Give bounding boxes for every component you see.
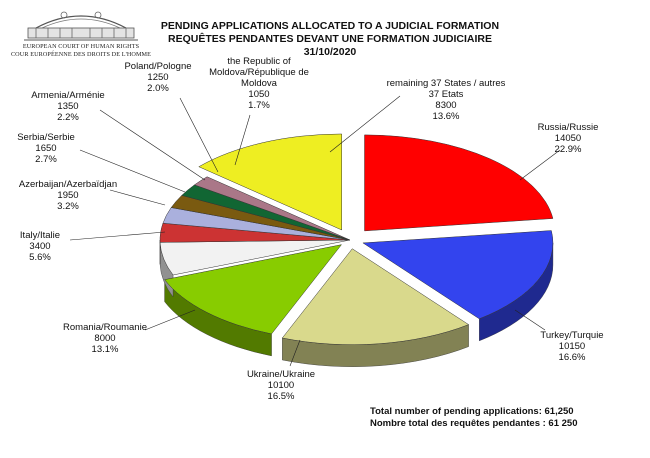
slice-label-3: Romania/Roumanie 8000 13.1% — [63, 322, 147, 355]
slice-label-line: 2.7% — [35, 154, 57, 165]
pie-slice-10 — [198, 133, 342, 231]
leader-line-3 — [144, 309, 196, 331]
totals-block: Total number of pending applications: 61… — [370, 406, 577, 430]
chart-title: PENDING APPLICATIONS ALLOCATED TO A JUDI… — [160, 20, 500, 32]
leader-line-8 — [179, 97, 219, 173]
slice-label-2: Ukraine/Ukraine 10100 16.5% — [247, 369, 315, 402]
slice-label-7: Armenia/Arménie 1350 2.2% — [31, 90, 104, 123]
total-fr: Nombre total des requêtes pendantes : 61… — [370, 418, 578, 429]
slice-label-line: 1050 — [248, 89, 269, 100]
slice-label-6: Serbia/Serbie 1650 2.7% — [17, 132, 75, 165]
leader-line-0 — [519, 149, 561, 181]
chart-title-block: PENDING APPLICATIONS ALLOCATED TO A JUDI… — [150, 20, 510, 59]
slice-label-8: Poland/Pologne 1250 2.0% — [124, 61, 191, 94]
slice-label-line: Romania/Roumanie — [63, 322, 147, 333]
pie-slice-0 — [364, 134, 554, 232]
leader-line-6 — [79, 149, 186, 193]
slice-label-9: the Republic of Moldova/République de Mold… — [209, 56, 309, 111]
leader-line-1 — [514, 309, 546, 331]
total-en: Total number of pending applications: 61… — [370, 406, 574, 417]
slice-label-line: 3.2% — [57, 201, 79, 212]
slice-label-line: 10100 — [268, 380, 294, 391]
slice-label-line: Poland/Pologne — [124, 61, 191, 72]
leader-line-5 — [109, 189, 166, 206]
court-name-fr: COUR EUROPÉENNE DES DROITS DE L'HOMME — [10, 51, 152, 58]
slice-label-line: Azerbaijan/Azerbaïdjan — [19, 179, 117, 190]
slice-label-10: remaining 37 States / autres 37 Etats 8300… — [387, 78, 506, 122]
slice-label-line: remaining 37 States / autres — [387, 78, 506, 89]
slice-label-line: Serbia/Serbie — [17, 132, 75, 143]
slice-label-line: Ukraine/Ukraine — [247, 369, 315, 380]
slice-label-line: 1250 — [147, 72, 168, 83]
slice-label-line: 16.6% — [559, 352, 586, 363]
pie-slice-3 — [164, 244, 343, 335]
slice-label-line: 16.5% — [268, 391, 295, 402]
slice-label-line: Moldova — [241, 78, 278, 89]
slice-label-line: 2.2% — [57, 112, 79, 123]
slice-label-5: Azerbaijan/Azerbaïdjan 1950 3.2% — [19, 179, 117, 212]
slice-label-line: 1950 — [57, 190, 78, 201]
leader-line-4 — [69, 231, 166, 241]
pie-slices — [159, 133, 554, 345]
slice-label-line: 1.7% — [248, 100, 270, 111]
slice-label-0: Russia/Russie 14050 22.9% — [538, 122, 599, 155]
chart-date: 31/10/2020 — [303, 46, 357, 58]
court-logo: EUROPEAN COURT OF HUMAN RIGHTS COUR EURO… — [6, 6, 156, 58]
pie-slice-9 — [193, 176, 351, 241]
leader-line-9 — [234, 114, 251, 166]
court-building-icon — [24, 11, 138, 41]
slice-label-line: Italy/Italie — [20, 230, 60, 241]
leader-line-7 — [99, 109, 206, 181]
slice-label-line: the Republic of — [227, 56, 291, 67]
slice-labels: Russia/Russie 14050 22.9%Turkey/Turquie 101… — [17, 56, 603, 402]
chart-subtitle: REQUÊTES PENDANTES DEVANT UNE FORMATION … — [168, 33, 492, 45]
slice-label-line: 13.1% — [92, 344, 119, 355]
pie-slice-1 — [362, 230, 554, 320]
slice-label-line: 5.6% — [29, 252, 51, 263]
leader-line-2 — [289, 339, 301, 367]
slice-label-4: Italy/Italie 3400 5.6% — [20, 230, 60, 263]
court-name-en: EUROPEAN COURT OF HUMAN RIGHTS — [22, 43, 140, 50]
slice-label-line: 2.0% — [147, 83, 169, 94]
slice-label-line: Armenia/Arménie — [31, 90, 104, 101]
slice-label-line: 37 Etats — [429, 89, 464, 100]
slice-label-line: 3400 — [29, 241, 50, 252]
slice-label-line: 10150 — [559, 341, 585, 352]
slice-label-line: Turkey/Turquie — [540, 330, 603, 341]
slice-label-line: 1650 — [35, 143, 56, 154]
slice-label-line: Russia/Russie — [538, 122, 599, 133]
slice-label-line: 14050 — [555, 133, 581, 144]
slice-label-line: 13.6% — [433, 111, 460, 122]
slice-label-line: 8300 — [435, 100, 456, 111]
slice-label-line: Moldova/République de — [209, 67, 309, 78]
slice-label-line: 8000 — [94, 333, 115, 344]
slice-label-line: 22.9% — [555, 144, 582, 155]
leader-line-10 — [329, 95, 401, 153]
slice-label-1: Turkey/Turquie 10150 16.6% — [540, 330, 603, 363]
slice-label-line: 1350 — [57, 101, 78, 112]
